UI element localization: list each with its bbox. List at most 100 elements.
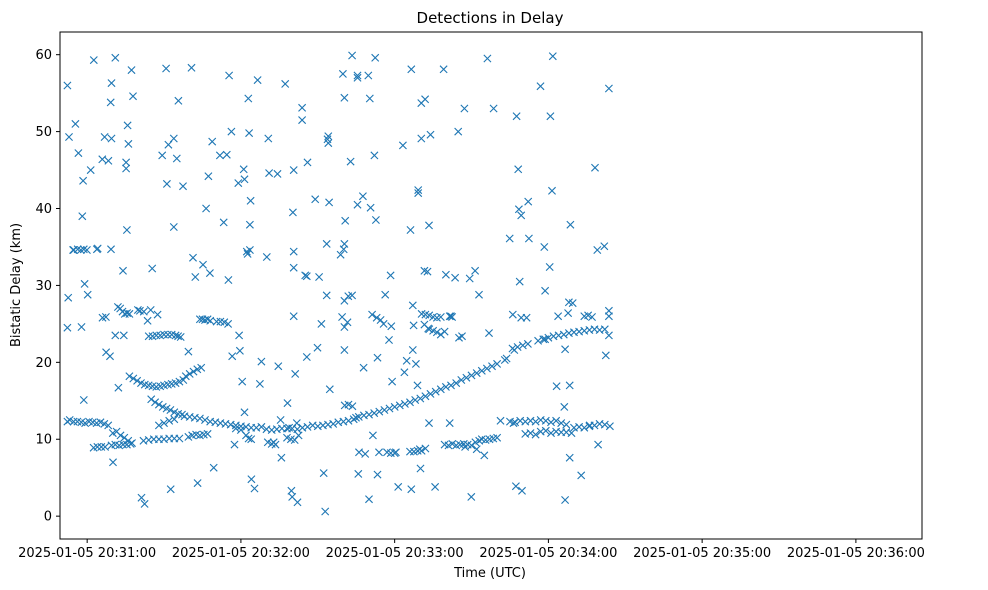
data-point (224, 319, 233, 328)
data-point (385, 404, 394, 413)
x-tick-label: 2025-01-05 20:33:00 (326, 546, 464, 561)
data-point (467, 441, 476, 450)
x-tick-label: 2025-01-05 20:32:00 (172, 546, 310, 561)
data-point (240, 408, 249, 417)
data-point (566, 220, 575, 229)
data-point (523, 339, 532, 348)
data-point (388, 377, 397, 386)
data-point (147, 395, 156, 404)
data-point (452, 379, 461, 388)
data-point (114, 383, 123, 392)
x-tick-label: 2025-01-05 20:36:00 (787, 546, 925, 561)
data-point (172, 154, 181, 163)
data-point (235, 331, 244, 340)
data-point (461, 442, 470, 451)
data-point (441, 270, 450, 279)
data-point (402, 356, 411, 365)
data-point (175, 434, 184, 443)
data-point (139, 307, 148, 316)
data-point (329, 419, 338, 428)
data-point (480, 451, 489, 460)
y-tick-label: 10 (35, 433, 52, 448)
data-point (120, 433, 129, 442)
data-point (222, 150, 231, 159)
data-point (197, 363, 206, 372)
data-point (122, 226, 131, 234)
data-point (541, 416, 550, 425)
data-point (391, 448, 400, 457)
data-point (174, 96, 183, 105)
data-point (545, 263, 554, 271)
data-point (411, 359, 420, 368)
data-point (411, 396, 420, 404)
data-point (371, 53, 380, 62)
data-point (238, 377, 247, 386)
data-point (125, 372, 134, 381)
data-point (414, 186, 423, 195)
data-point (372, 313, 381, 322)
data-point (370, 151, 379, 160)
data-point (580, 423, 589, 432)
data-point (79, 176, 88, 185)
y-tick-label: 30 (35, 279, 52, 294)
data-point (524, 197, 533, 206)
y-axis-ticks: 0 10 20 30 40 50 60 (35, 48, 60, 525)
data-point (83, 290, 92, 299)
data-point (137, 493, 146, 502)
data-point (395, 401, 404, 410)
data-point (547, 429, 555, 438)
data-point (119, 440, 127, 449)
data-point (189, 367, 198, 376)
data-point (522, 313, 531, 322)
data-point (451, 273, 460, 282)
data-point (489, 104, 498, 113)
data-point (191, 273, 200, 281)
data-point (240, 175, 249, 184)
data-point (457, 376, 466, 384)
data-point (408, 346, 417, 354)
data-point (133, 376, 142, 385)
data-point (353, 71, 362, 80)
data-point (421, 95, 430, 104)
data-point (467, 371, 476, 380)
data-point (515, 277, 524, 286)
data-point (202, 204, 211, 213)
y-tick-label: 0 (44, 510, 52, 525)
data-point (253, 76, 262, 85)
data-point (465, 274, 474, 283)
data-point (293, 425, 302, 434)
data-point (154, 421, 163, 430)
data-point (244, 434, 253, 443)
data-point (413, 381, 422, 390)
data-point (559, 330, 568, 339)
data-point (325, 198, 334, 207)
data-point (601, 351, 610, 360)
data-point (604, 84, 613, 93)
data-point (106, 98, 115, 107)
data-point (224, 276, 233, 284)
data-point (539, 335, 548, 344)
data-point (400, 368, 409, 377)
data-point (343, 318, 352, 327)
data-point (368, 431, 377, 440)
data-point (416, 464, 425, 473)
y-axis-label: Bistatic Delay (km) (9, 223, 24, 347)
data-point (257, 422, 266, 431)
data-point (505, 234, 514, 243)
data-point (604, 331, 613, 340)
data-point (423, 267, 432, 276)
data-point (104, 421, 113, 430)
data-point (123, 309, 132, 318)
data-point (184, 347, 193, 356)
data-point (541, 335, 550, 344)
data-point (518, 486, 526, 495)
data-point (195, 414, 204, 423)
data-point (426, 389, 435, 398)
data-point (239, 165, 248, 174)
y-tick-label: 60 (35, 48, 52, 63)
data-point (69, 246, 78, 254)
data-point (336, 250, 345, 259)
data-point (561, 345, 570, 354)
data-point (425, 419, 433, 428)
data-point (93, 442, 102, 451)
